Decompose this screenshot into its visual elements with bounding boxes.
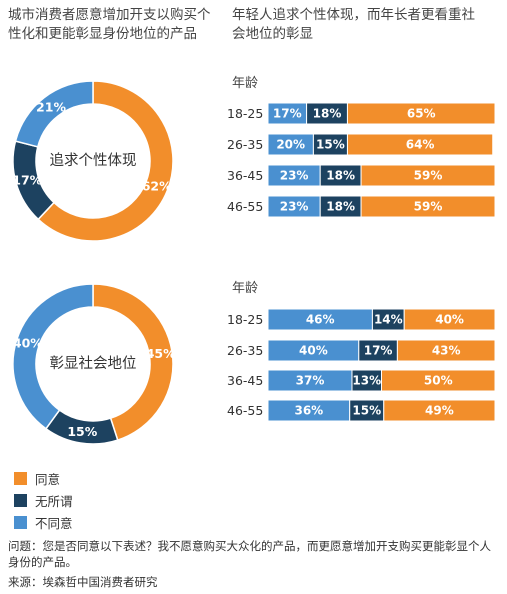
bars-status-bar-0-agree: [403, 308, 496, 331]
bars-individuality-bar-label-0-agree: 65%: [407, 107, 436, 121]
bars-status-bar-label-2-neutral: 13%: [352, 374, 381, 388]
bars-status-category-label-0: 18-25: [227, 312, 263, 327]
bars-individuality-bar-label-1-agree: 64%: [406, 138, 435, 152]
legend-item-disagree: 不同意: [14, 511, 73, 533]
donut-status-center-title: 彰显社会地位: [50, 354, 137, 372]
donut-individuality-slice-2: [14, 80, 94, 148]
age-axis-label-bottom: 年龄: [232, 281, 259, 296]
bars-status-bar-label-1-agree: 43%: [432, 344, 461, 358]
donut-individuality-center-title: 追求个性体现: [50, 152, 137, 169]
bars-status-bar-label-0-disagree: 46%: [306, 313, 335, 327]
bars-individuality-bar-label-1-disagree: 20%: [276, 138, 305, 152]
legend-item-agree: 同意: [14, 467, 73, 489]
legend-label-disagree: 不同意: [35, 515, 73, 531]
bars-individuality-bar-3-agree: [360, 195, 496, 218]
bars-individuality-bar-1-agree: [346, 133, 494, 156]
bars-individuality-bar-label-2-disagree: 23%: [280, 169, 309, 183]
donut-individuality-slice-label-1: 17%: [12, 173, 42, 188]
bars-individuality-bar-label-0-disagree: 17%: [273, 107, 302, 121]
legend-label-neutral: 无所谓: [35, 493, 73, 509]
legend-label-agree: 同意: [35, 471, 61, 487]
bars-individuality-bar-label-3-disagree: 23%: [280, 200, 309, 214]
bars-status-bar-label-0-agree: 40%: [435, 313, 464, 327]
bars-individuality-bar-label-3-neutral: 18%: [326, 200, 355, 214]
bars-individuality-bar-label-3-agree: 59%: [414, 200, 443, 214]
legend: 同意 无所谓 不同意: [14, 467, 73, 533]
bars-status-bar-label-3-disagree: 36%: [294, 404, 323, 418]
bars-individuality-bar-2-agree: [360, 164, 496, 187]
bars-status-category-label-1: 26-35: [227, 343, 263, 358]
bars-individuality-category-label-2: 36-45: [227, 168, 263, 183]
bars-status-bar-1-agree: [396, 339, 496, 362]
donut-status-slice-0: [92, 283, 174, 442]
bars-status-bar-label-3-neutral: 15%: [352, 404, 381, 418]
bars-individuality-category-label-1: 26-35: [227, 137, 263, 152]
bars-status-bar-label-3-agree: 49%: [425, 404, 454, 418]
donut-status-slice-label-0: 45%: [146, 346, 176, 361]
bars-status-category-label-3: 46-55: [227, 403, 263, 418]
survey-question: 问题：您是否同意以下表述？我不愿意购买大众化的产品，而更愿意增加开支购买更能彰显…: [8, 539, 491, 569]
legend-swatch-neutral: [14, 493, 27, 507]
bars-status-bar-label-1-disagree: 40%: [299, 344, 328, 358]
bars-status-category-label-2: 36-45: [227, 373, 263, 388]
bars-individuality-bar-label-0-neutral: 18%: [313, 107, 342, 121]
legend-swatch-disagree: [14, 515, 27, 529]
donut-status-slice-label-1: 15%: [67, 424, 97, 439]
donut-individuality-slice-label-0: 62%: [142, 179, 172, 194]
legend-item-neutral: 无所谓: [14, 489, 73, 511]
bars-individuality-category-label-3: 46-55: [227, 199, 263, 214]
bars-status-bar-label-2-disagree: 37%: [296, 374, 325, 388]
bars-status-bar-2-agree: [381, 369, 496, 392]
donut-individuality-slice-0: [37, 80, 174, 242]
legend-swatch-agree: [14, 471, 27, 485]
left-chart-title: 城市消费者愿意增加开支以购买个性化和更能彰显身份地位的产品: [8, 7, 211, 42]
age-axis-label-top: 年龄: [232, 76, 259, 91]
bars-status-bar-label-1-neutral: 17%: [364, 344, 393, 358]
donut-individuality-slice-label-2: 21%: [36, 99, 66, 114]
donut-status-slice-2: [12, 283, 94, 430]
chart-canvas: 62% 17% 21% 追求个性体现 45% 15% 40% 彰显社会地位 18-25 17% 18…: [12, 80, 496, 445]
bars-status-bar-label-0-neutral: 14%: [374, 313, 403, 327]
bars-individuality-bar-label-2-neutral: 18%: [326, 169, 355, 183]
bars-individuality-category-label-0: 18-25: [227, 106, 263, 121]
source-note: 来源：埃森哲中国消费者研究: [8, 575, 158, 589]
right-chart-title: 年轻人追求个性体现，而年长者更看重社会地位的彰显: [232, 7, 475, 42]
donut-status-slice-label-2: 40%: [13, 335, 43, 350]
bars-status-bar-label-2-agree: 50%: [424, 374, 453, 388]
bars-individuality-bar-label-2-agree: 59%: [414, 169, 443, 183]
bars-individuality-bar-0-agree: [346, 102, 496, 125]
bars-status-bar-3-agree: [383, 399, 496, 422]
bars-individuality-bar-label-1-neutral: 15%: [316, 138, 345, 152]
